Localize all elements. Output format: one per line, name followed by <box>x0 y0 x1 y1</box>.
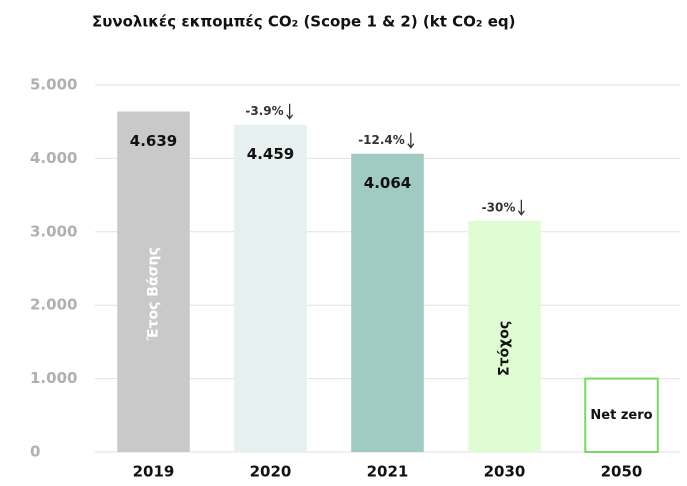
bar <box>468 220 541 452</box>
y-tick-label: 2.000 <box>30 296 77 314</box>
y-tick-label: 0 <box>30 443 40 461</box>
down-arrow <box>407 132 415 149</box>
bar <box>351 153 424 452</box>
value-label: 4.639 <box>130 132 177 150</box>
y-tick-label: 4.000 <box>30 149 77 167</box>
x-tick-label: 2030 <box>484 463 526 481</box>
down-arrow <box>286 103 294 120</box>
down-arrow <box>517 199 525 216</box>
y-tick-label: 1.000 <box>30 369 77 387</box>
value-label: 4.064 <box>364 174 411 192</box>
value-label: 4.459 <box>247 145 294 163</box>
bar <box>584 377 659 454</box>
y-tick-label: 5.000 <box>30 76 77 94</box>
change-label: -3.9% <box>245 104 283 118</box>
bar-text: Έτος Βάσης <box>146 247 162 341</box>
bar-text: Στόχος <box>497 321 513 376</box>
bar <box>117 111 190 452</box>
chart-title: Συνολικές εκπομπές CO₂ (Scope 1 & 2) (kt… <box>92 13 515 31</box>
change-label: -30% <box>482 200 516 214</box>
x-tick-label: 2050 <box>601 463 643 481</box>
change-label: -12.4% <box>358 133 405 147</box>
x-tick-label: 2019 <box>133 463 175 481</box>
x-tick-label: 2020 <box>250 463 292 481</box>
x-tick-label: 2021 <box>367 463 409 481</box>
y-tick-label: 3.000 <box>30 222 77 240</box>
bar <box>234 124 307 452</box>
value-label: Net zero <box>590 408 652 423</box>
